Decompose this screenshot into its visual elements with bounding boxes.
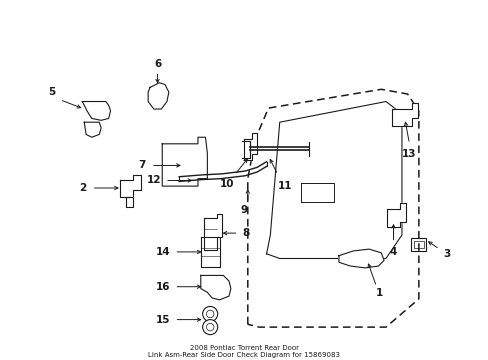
Text: 12: 12 — [146, 175, 161, 185]
Text: 13: 13 — [402, 149, 416, 159]
Polygon shape — [84, 122, 101, 137]
Polygon shape — [148, 83, 168, 109]
Bar — [204, 257, 214, 262]
Text: 1: 1 — [375, 288, 382, 298]
Text: 15: 15 — [156, 315, 170, 325]
Text: 7: 7 — [138, 161, 145, 170]
Text: 10: 10 — [220, 179, 234, 189]
Text: 9: 9 — [240, 204, 247, 215]
Bar — [204, 249, 214, 255]
Polygon shape — [125, 197, 133, 207]
Text: 2: 2 — [79, 183, 86, 193]
Text: 6: 6 — [154, 59, 161, 69]
Text: 16: 16 — [156, 282, 170, 292]
Polygon shape — [203, 214, 222, 250]
Polygon shape — [162, 137, 207, 186]
Text: 8: 8 — [242, 228, 249, 238]
Text: 14: 14 — [156, 247, 170, 257]
Polygon shape — [338, 249, 383, 268]
Polygon shape — [244, 134, 257, 160]
Bar — [167, 158, 194, 179]
Polygon shape — [201, 237, 219, 267]
Text: 2008 Pontiac Torrent Rear Door
Link Asm-Rear Side Door Check Diagram for 1586908: 2008 Pontiac Torrent Rear Door Link Asm-… — [148, 345, 340, 358]
Polygon shape — [391, 103, 417, 126]
Text: 11: 11 — [278, 181, 292, 191]
Polygon shape — [82, 102, 110, 120]
Text: 3: 3 — [443, 249, 450, 259]
Circle shape — [202, 320, 217, 335]
Text: 4: 4 — [389, 247, 396, 257]
Polygon shape — [120, 175, 141, 197]
Circle shape — [202, 306, 217, 321]
Bar — [167, 143, 194, 160]
Text: 5: 5 — [48, 87, 56, 97]
Polygon shape — [386, 203, 405, 228]
Polygon shape — [201, 275, 230, 300]
Bar — [410, 238, 426, 251]
Bar — [413, 240, 423, 248]
Bar — [204, 242, 214, 247]
